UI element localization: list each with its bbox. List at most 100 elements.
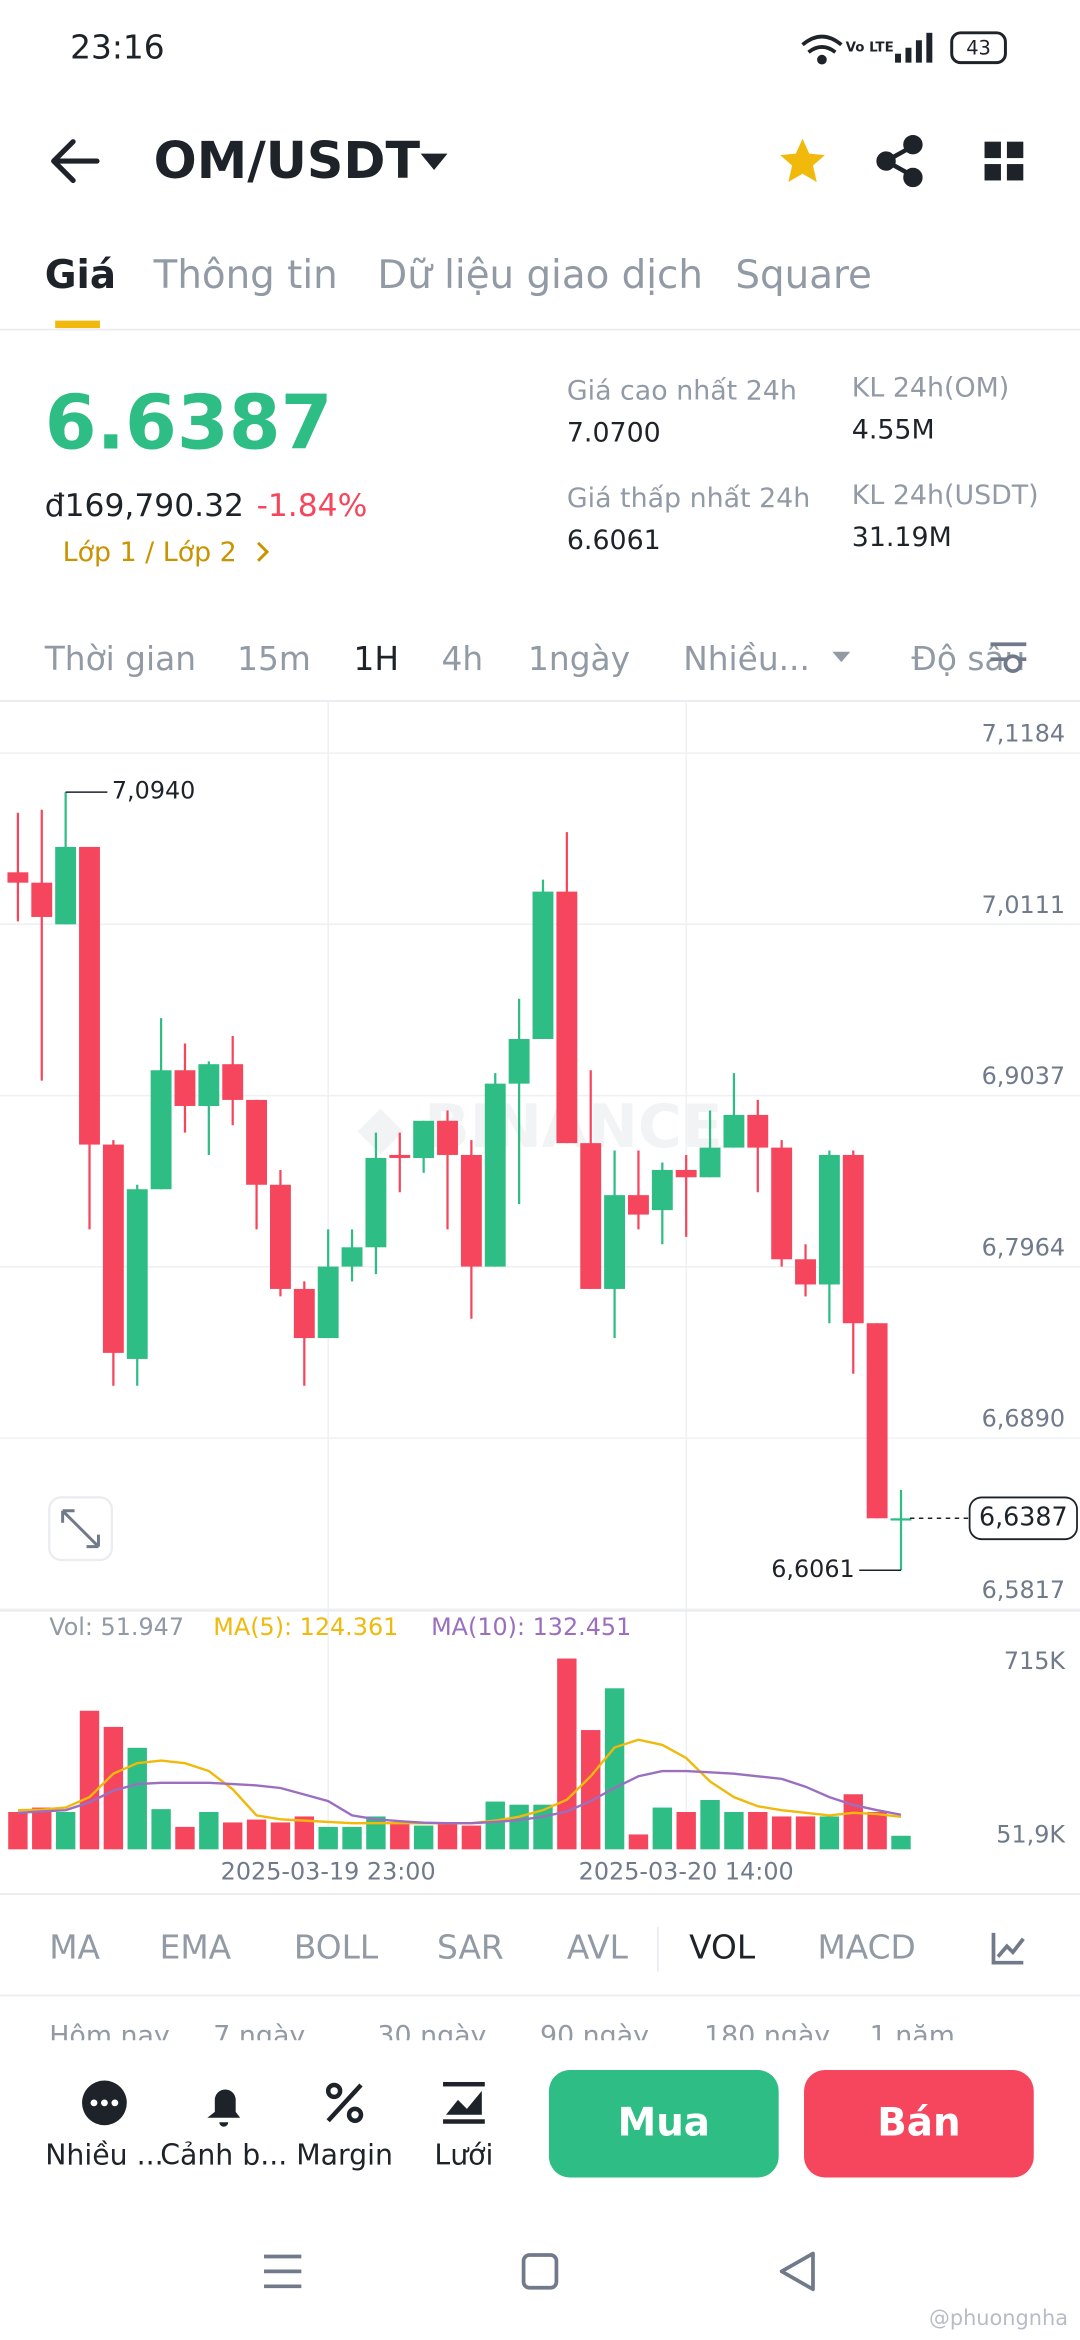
stat-value: 4.55M — [852, 415, 935, 446]
candle-body — [7, 872, 29, 883]
candle-body — [31, 882, 53, 917]
tab[interactable]: Giá — [45, 253, 116, 298]
candle-body — [556, 891, 578, 1144]
volume-bar — [724, 1812, 744, 1850]
stat-value: 31.19M — [852, 522, 952, 553]
volume-bar — [79, 1710, 100, 1850]
candle-body — [747, 1114, 769, 1148]
candle-body — [842, 1154, 864, 1324]
candle-body — [293, 1288, 315, 1339]
indicator[interactable]: BOLL — [294, 1929, 379, 1967]
buy-button[interactable] — [548, 2070, 779, 2178]
nav-menu[interactable] — [264, 2254, 302, 2289]
action-label[interactable]: Margin — [296, 2139, 393, 2172]
signal-icon — [895, 32, 933, 63]
interval[interactable]: 1ngày — [528, 640, 630, 678]
y-tick-label: 6,5817 — [982, 1576, 1066, 1604]
alert-icon[interactable] — [207, 2089, 241, 2127]
volume-bar — [795, 1816, 816, 1850]
volume-tick-label: 715K — [1004, 1647, 1067, 1675]
action-label[interactable]: Lưới — [434, 2139, 493, 2172]
pair-title[interactable]: OM/USDT — [154, 131, 421, 190]
volume-bar — [557, 1658, 577, 1850]
indicator[interactable]: SAR — [437, 1929, 504, 1967]
candle-body — [246, 1099, 268, 1185]
candle-body — [341, 1247, 363, 1267]
candle-body — [55, 846, 77, 925]
nav-back[interactable] — [779, 2251, 815, 2292]
sell-label[interactable]: Bán — [877, 2101, 960, 2146]
candle-body — [580, 1143, 602, 1289]
layout-button[interactable] — [984, 141, 1024, 181]
candle-body — [508, 1038, 530, 1084]
layer-link[interactable]: Lớp 1 / Lớp 2 — [63, 537, 237, 568]
y-tick-label: 7,1184 — [982, 720, 1066, 748]
stat-value: 6.6061 — [567, 525, 661, 556]
tab[interactable]: Dữ liệu giao dịch — [377, 253, 703, 298]
chevron — [257, 541, 270, 562]
volume-bar — [246, 1819, 267, 1850]
chart-settings-icon[interactable] — [990, 642, 1027, 673]
candle-body — [890, 1518, 912, 1521]
candle-body — [866, 1323, 888, 1519]
high-label: 7,0940 — [112, 777, 196, 805]
network-label: Vo LTE — [846, 41, 894, 56]
volume-bar — [771, 1816, 792, 1850]
interval-dropdown[interactable] — [832, 651, 851, 663]
volume-bar — [55, 1812, 76, 1850]
indicator[interactable]: AVL — [567, 1929, 629, 1967]
battery-icon — [950, 31, 1007, 65]
low-label: 6,6061 — [771, 1555, 855, 1583]
action-label[interactable]: Nhiều ... — [45, 2139, 163, 2172]
interval-active[interactable]: 1H — [354, 640, 400, 678]
y-tick-label: 6,6890 — [982, 1405, 1066, 1433]
volume-tick-label: 51,9K — [996, 1820, 1066, 1848]
tab[interactable]: Square — [735, 253, 871, 298]
share-button[interactable] — [876, 134, 923, 188]
candle-body — [198, 1064, 220, 1106]
indicator[interactable]: EMA — [160, 1929, 232, 1967]
interval[interactable]: 4h — [442, 640, 484, 678]
interval[interactable]: Thời gian — [44, 640, 196, 678]
volume-bar — [604, 1688, 625, 1850]
volume-bar — [318, 1826, 338, 1850]
nav-home[interactable] — [521, 2253, 559, 2290]
pair-dropdown[interactable] — [420, 153, 448, 171]
indicator-settings[interactable] — [991, 1932, 1025, 1965]
volume-bar — [151, 1809, 171, 1850]
stat-value: 7.0700 — [567, 417, 661, 448]
tab[interactable]: Thông tin — [153, 253, 338, 298]
fullscreen-icon — [61, 1509, 100, 1549]
plot-area: 7,1184 7,0111 6,9037 6,7964 6,6890 6,5817 2025… — [0, 700, 1080, 1886]
volume-bar — [413, 1825, 434, 1850]
favorite-star[interactable] — [780, 138, 825, 182]
volume-bar — [867, 1812, 887, 1850]
volume-bar — [437, 1822, 458, 1850]
grid-icon[interactable] — [443, 2081, 485, 2124]
candle-body — [484, 1083, 506, 1267]
candle-body — [818, 1154, 840, 1285]
interval[interactable]: 15m — [237, 640, 311, 678]
volume-bar — [819, 1816, 840, 1850]
candle-body — [222, 1064, 244, 1100]
volume-bar — [8, 1812, 28, 1850]
margin-icon[interactable] — [325, 2082, 364, 2124]
indicator[interactable]: MA — [49, 1929, 100, 1967]
y-tick-label: 6,7964 — [982, 1233, 1066, 1261]
action-label[interactable]: Cảnh b... — [160, 2139, 287, 2172]
candle-body — [102, 1144, 124, 1353]
buy-label[interactable]: Mua — [618, 2101, 710, 2146]
indicator-active[interactable]: VOL — [689, 1929, 756, 1967]
legend-ma10: MA(10): 132.451 — [431, 1613, 631, 1641]
back-button[interactable] — [51, 139, 100, 184]
candle-body — [699, 1147, 721, 1178]
watermark-logo: ◆ BINANCE — [358, 1093, 723, 1162]
candle-body — [628, 1195, 649, 1215]
indicator[interactable]: MACD — [817, 1929, 915, 1967]
stat-label: Giá cao nhất 24h — [567, 376, 797, 407]
interval[interactable]: Nhiều... — [683, 640, 810, 678]
sell-button[interactable] — [804, 2070, 1034, 2178]
